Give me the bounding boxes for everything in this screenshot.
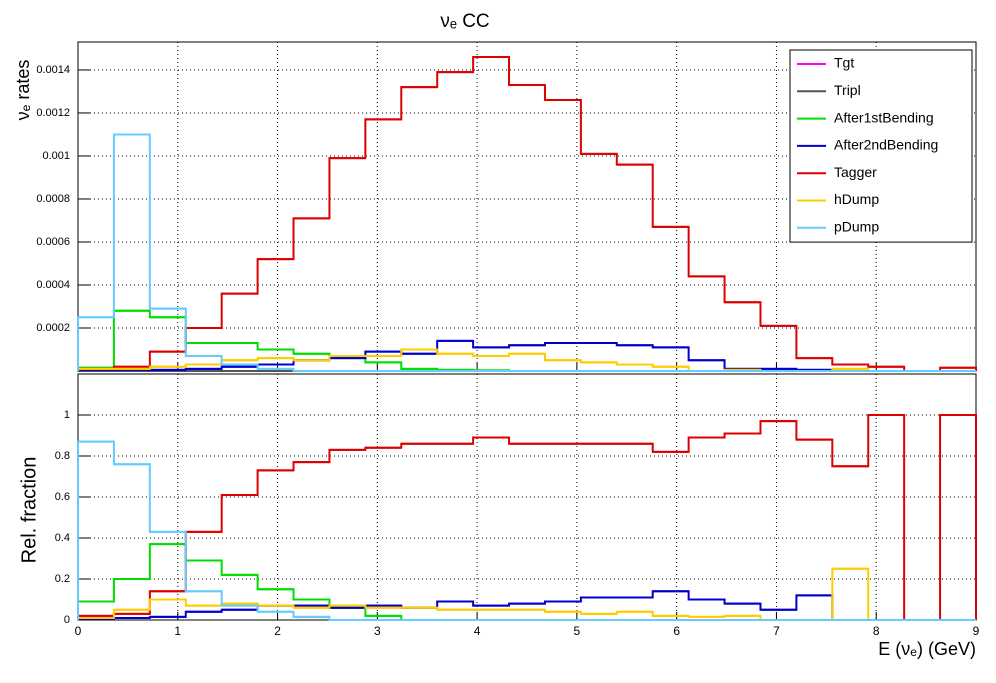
legend-label: hDump [834, 191, 879, 207]
y-tick-label: 0.0002 [36, 322, 70, 334]
legend-label: Tripl [834, 82, 861, 98]
x-tick-label: 0 [75, 624, 82, 638]
x-tick-label: 8 [873, 624, 880, 638]
y-tick-label: 0.4 [55, 532, 70, 544]
x-tick-label: 9 [973, 624, 980, 638]
y-tick-label: 0.0008 [36, 193, 70, 205]
y-tick-label: 0.0004 [36, 279, 70, 291]
x-tick-label: 2 [274, 624, 281, 638]
x-tick-label: 3 [374, 624, 381, 638]
x-axis-label: E (νₑ) (GeV) [878, 639, 976, 659]
y-tick-label: 0.001 [42, 150, 70, 162]
legend-box [789, 49, 973, 243]
y-tick-label: 0.0012 [36, 107, 70, 119]
y-axis-label: Rel. fraction [18, 457, 40, 564]
legend-label: After1stBending [834, 109, 934, 125]
legend-label: Tagger [834, 164, 877, 180]
x-tick-label: 6 [673, 624, 680, 638]
y-tick-label: 0.0006 [36, 236, 70, 248]
y-tick-label: 0.2 [55, 573, 70, 585]
chart-title: νₑ CC [440, 11, 489, 32]
y-axis-label: νₑ rates [13, 60, 33, 121]
legend-label: Tgt [834, 55, 854, 71]
x-tick-label: 5 [574, 624, 581, 638]
legend-label: After2ndBending [834, 137, 938, 153]
x-tick-label: 1 [174, 624, 181, 638]
y-tick-label: 0.8 [55, 450, 70, 462]
legend-label: pDump [834, 219, 879, 235]
y-tick-label: 0.6 [55, 491, 70, 503]
y-tick-label: 0.0014 [36, 64, 70, 76]
y-tick-label: 1 [64, 409, 70, 421]
x-tick-label: 7 [773, 624, 780, 638]
y-tick-label: 0 [64, 614, 70, 626]
x-tick-label: 4 [474, 624, 481, 638]
